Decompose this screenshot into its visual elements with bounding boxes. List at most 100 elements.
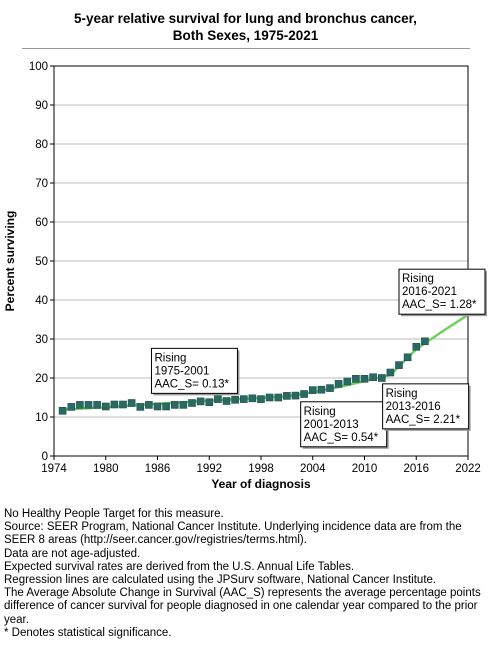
y-tick-label: 70 (35, 178, 48, 190)
data-point (58, 406, 67, 415)
x-tick-label: 2010 (352, 463, 378, 475)
data-point (214, 395, 222, 403)
data-point (188, 399, 196, 407)
footnote: * Denotes statistical significance. (4, 626, 172, 639)
data-point (240, 395, 248, 403)
footnote: No Healthy People Target for this measur… (4, 508, 224, 520)
data-point (386, 368, 395, 377)
data-point (300, 390, 308, 398)
annotation-frame (300, 401, 388, 448)
title-divider (22, 48, 470, 49)
data-point (421, 337, 429, 346)
y-tick-label: 10 (35, 412, 48, 424)
x-tick-label: 2004 (300, 463, 326, 475)
footnotes: No Healthy People Target for this measur… (4, 508, 488, 640)
data-point (145, 401, 153, 409)
footnote: Data are not age-adjusted. (4, 547, 141, 560)
data-point (352, 374, 360, 383)
data-point (343, 377, 352, 386)
data-point (196, 397, 205, 406)
annotation-text: Rising (386, 388, 418, 400)
x-tick-label: 1998 (248, 463, 274, 475)
x-tick-label: 2016 (403, 463, 429, 475)
y-tick-label: 50 (35, 256, 48, 268)
annotation-frame (398, 268, 486, 315)
y-tick-label: 30 (35, 334, 48, 346)
annotation-text: AAC_S= 1.28* (402, 299, 477, 311)
footnote: Expected survival rates are derived from… (4, 560, 355, 573)
data-point (265, 393, 274, 402)
data-point (136, 403, 145, 411)
data-point (67, 403, 76, 411)
data-point (291, 391, 300, 400)
x-tick-label: 1974 (41, 463, 67, 475)
y-tick-label: 80 (35, 139, 48, 151)
data-point (334, 380, 343, 388)
data-point (179, 401, 188, 409)
annotation-text: Rising (304, 406, 336, 418)
annotation-text: 2013-2016 (386, 401, 441, 413)
data-point (369, 373, 377, 382)
data-point (222, 397, 231, 405)
data-point (248, 394, 257, 403)
x-tick-label: 2022 (455, 463, 481, 475)
chart-title-line2: Both Sexes, 1975-2021 (172, 28, 319, 43)
annotation-frame (382, 383, 470, 430)
y-tick-label: 100 (29, 61, 48, 73)
annotation-frame (150, 347, 238, 394)
y-tick-label: 90 (35, 100, 48, 112)
data-point (377, 374, 386, 382)
y-tick-label: 20 (35, 373, 48, 385)
annotation-text: 2016-2021 (402, 286, 457, 298)
data-point (317, 385, 326, 394)
y-tick-label: 0 (42, 451, 48, 463)
data-point (76, 401, 84, 409)
x-axis: 1974 1980 1986 1992 1998 2004 2010 2016 2022 (41, 456, 481, 475)
y-tick-label: 40 (35, 295, 48, 307)
data-point (308, 386, 317, 394)
data-point (127, 399, 136, 407)
footnote: Regression lines are calculated using th… (4, 574, 437, 587)
y-axis: 0 10 20 30 40 50 60 70 80 90 100 (29, 61, 54, 463)
data-point (162, 402, 170, 411)
data-point (403, 353, 412, 362)
footnote: The Average Absolute Change in Survival … (4, 587, 481, 626)
data-point (257, 395, 265, 403)
data-point (171, 401, 179, 409)
data-point (412, 342, 421, 351)
y-tick-label: 60 (35, 217, 48, 229)
chart-title: 5-year relative survival for lung and br… (0, 10, 491, 44)
data-point (110, 400, 119, 409)
annotation-text: Rising (154, 352, 186, 364)
annotation-text: AAC_S= 0.13* (154, 378, 229, 390)
data-point (102, 402, 110, 411)
annotation-text: Rising (402, 273, 434, 285)
y-axis-label: Percent surviving (3, 211, 17, 312)
data-point (326, 384, 334, 392)
data-point (395, 361, 403, 369)
annotation-text: AAC_S= 0.54* (304, 432, 379, 444)
x-tick-label: 1986 (145, 463, 171, 475)
data-point (274, 393, 283, 402)
data-point (119, 400, 127, 409)
x-axis-label: Year of diagnosis (211, 477, 311, 491)
gridlines (54, 104, 468, 418)
data-point (283, 392, 291, 400)
data-point (84, 401, 93, 409)
data-point (153, 402, 162, 411)
x-tick-label: 1980 (93, 463, 119, 475)
data-point (93, 401, 101, 409)
observed-points (58, 337, 429, 415)
data-point (231, 395, 239, 404)
data-point (360, 374, 369, 383)
chart-title-line1: 5-year relative survival for lung and br… (74, 11, 417, 26)
annotation-text: 2001-2013 (304, 419, 359, 431)
footnote: Source: SEER Program, National Cancer In… (4, 521, 462, 547)
annotation-text: 1975-2001 (154, 365, 209, 377)
